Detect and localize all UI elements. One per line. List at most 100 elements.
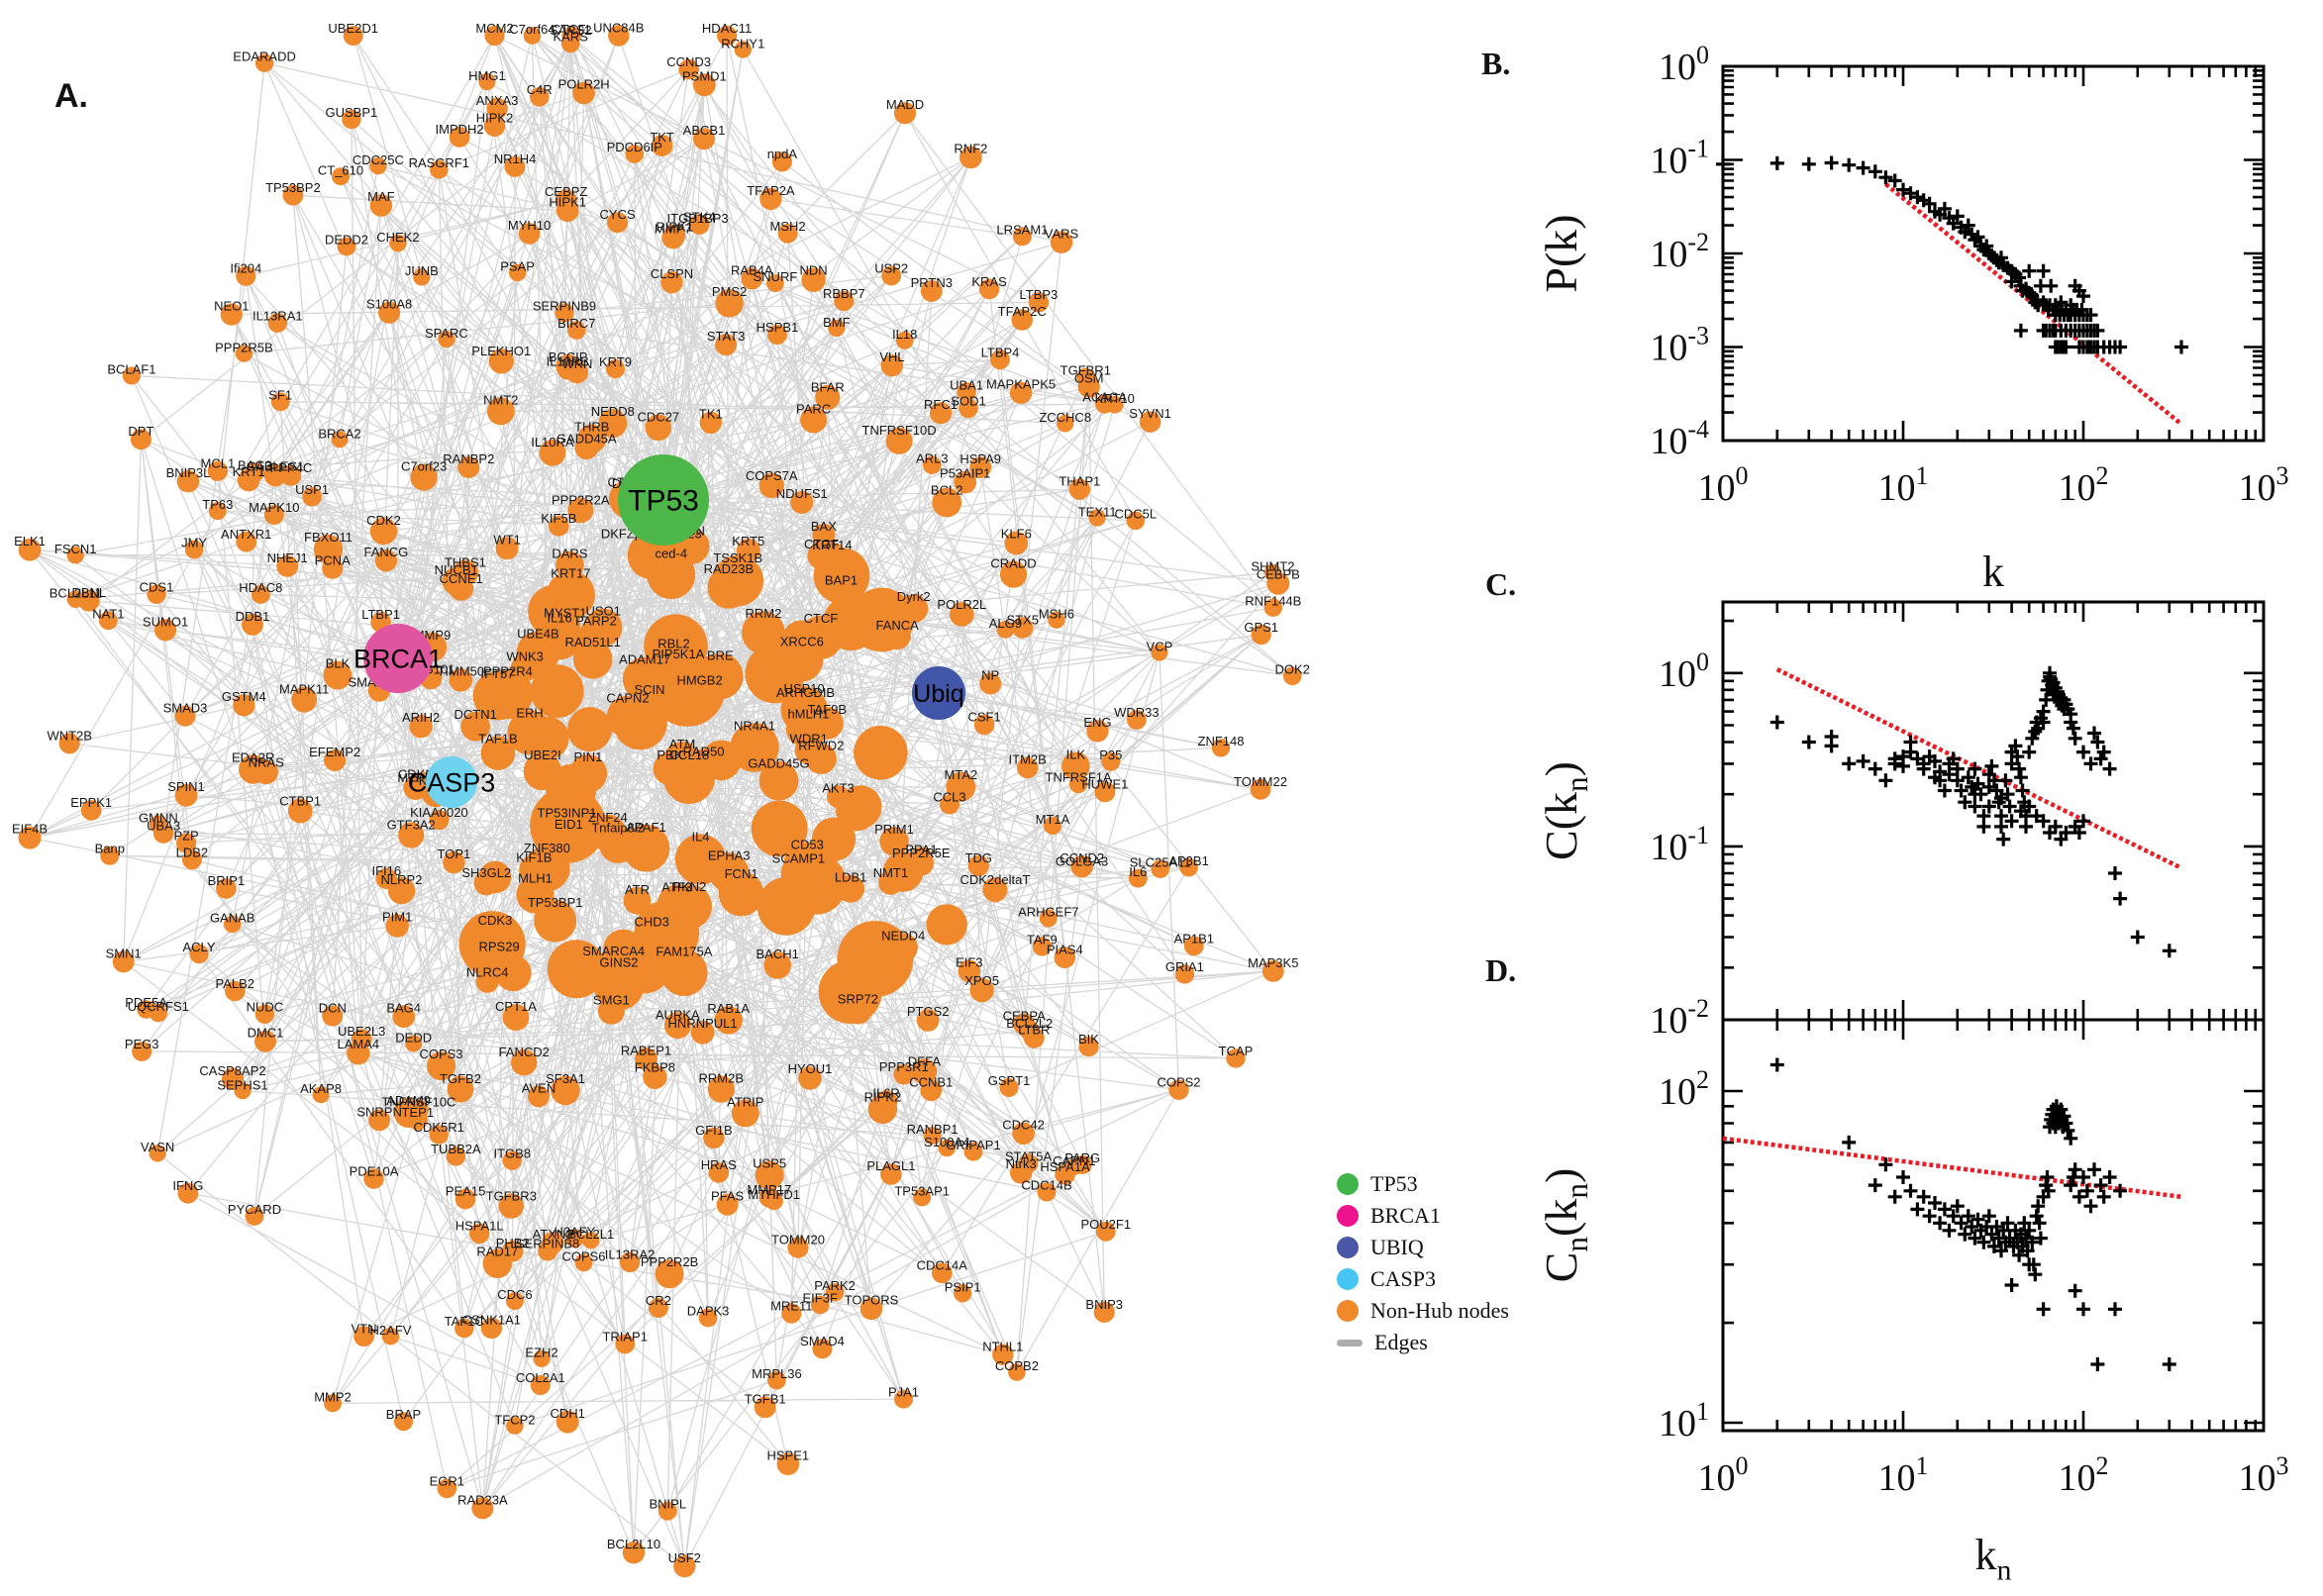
svg-text:GSTM4: GSTM4 xyxy=(222,689,266,704)
svg-text:PPA1: PPA1 xyxy=(905,842,937,856)
svg-text:PSIP1: PSIP1 xyxy=(945,1279,981,1294)
svg-text:THBS1: THBS1 xyxy=(445,555,486,570)
svg-text:hMLH1: hMLH1 xyxy=(787,706,829,721)
hub-node-tp53: TP53 xyxy=(618,454,709,546)
svg-text:SLC25A11: SLC25A11 xyxy=(1130,854,1191,869)
svg-text:EIF3: EIF3 xyxy=(956,955,982,970)
svg-text:CDC42: CDC42 xyxy=(1002,1118,1045,1133)
svg-text:NEO1: NEO1 xyxy=(214,299,249,314)
svg-text:ATM: ATM xyxy=(669,737,695,751)
svg-text:SMN1: SMN1 xyxy=(106,946,142,960)
svg-text:NEDD4: NEDD4 xyxy=(881,928,925,943)
casp3-swatch-icon xyxy=(1337,1268,1359,1290)
svg-text:GMNN: GMNN xyxy=(139,810,178,825)
panel-label-b: B. xyxy=(1481,46,1511,81)
svg-text:UBE4B: UBE4B xyxy=(517,627,559,642)
svg-text:TP63: TP63 xyxy=(202,497,233,512)
svg-text:FANCA: FANCA xyxy=(876,618,920,633)
svg-text:XPO5: XPO5 xyxy=(964,973,999,988)
scatter-points-d xyxy=(1769,1057,2176,1371)
svg-text:COPS6: COPS6 xyxy=(561,1248,605,1263)
svg-text:AKT3: AKT3 xyxy=(822,780,855,795)
svg-text:RFWD2: RFWD2 xyxy=(798,739,844,753)
svg-text:UQCRFS1: UQCRFS1 xyxy=(128,999,189,1014)
svg-text:WNT2B: WNT2B xyxy=(47,728,92,743)
svg-text:RAD51L1: RAD51L1 xyxy=(565,635,621,649)
svg-text:LTBP4: LTBP4 xyxy=(981,345,1020,359)
svg-text:TFAP2A: TFAP2A xyxy=(747,183,795,198)
svg-text:P53AIP1: P53AIP1 xyxy=(940,466,990,481)
svg-text:Tnfaip8l2: Tnfaip8l2 xyxy=(591,821,644,836)
svg-text:TOMM20: TOMM20 xyxy=(771,1233,825,1247)
svg-text:102: 102 xyxy=(2059,1451,2109,1499)
svg-text:WDR33: WDR33 xyxy=(1114,705,1160,720)
svg-text:PPP2R2B: PPP2R2B xyxy=(641,1254,699,1269)
legend-label: Edges xyxy=(1374,1330,1428,1354)
svg-text:GRIPAP1: GRIPAP1 xyxy=(946,1138,1000,1152)
svg-text:COPS3: COPS3 xyxy=(419,1047,462,1061)
svg-text:TP53: TP53 xyxy=(628,485,699,518)
network-panel: ZNF24 USF2 BCCIP WDR33 POLR2H POLR2L NAT1 TAF9 W… xyxy=(12,20,1310,1578)
svg-text:EDARADD: EDARADD xyxy=(233,50,296,64)
svg-text:MAPKAPK5: MAPKAPK5 xyxy=(986,377,1056,392)
svg-text:CCL3: CCL3 xyxy=(933,789,965,804)
svg-text:BCL2L2: BCL2L2 xyxy=(1006,1016,1053,1031)
svg-text:100: 100 xyxy=(1698,1451,1749,1499)
plot-panel-d: 102 101 100 101 102 103 Cn(kn) kn xyxy=(1536,1018,2289,1587)
svg-text:SHMT2: SHMT2 xyxy=(1251,559,1294,574)
svg-text:TAF9: TAF9 xyxy=(1027,932,1058,947)
svg-text:RAD17: RAD17 xyxy=(476,1245,518,1259)
svg-text:BAG3: BAG3 xyxy=(238,457,272,472)
svg-text:DBNL: DBNL xyxy=(71,585,106,600)
svg-text:DCTN1: DCTN1 xyxy=(454,707,497,722)
svg-text:BIRC7: BIRC7 xyxy=(557,316,595,331)
svg-text:BRAP: BRAP xyxy=(386,1407,421,1422)
svg-text:POLR2H: POLR2H xyxy=(558,77,610,92)
svg-text:103: 103 xyxy=(2239,461,2289,509)
svg-text:UBE2D1: UBE2D1 xyxy=(328,21,378,36)
svg-text:DPT: DPT xyxy=(128,424,153,439)
svg-text:BRE: BRE xyxy=(707,648,734,663)
svg-text:HIPK2: HIPK2 xyxy=(476,111,514,126)
svg-text:TP53BP1: TP53BP1 xyxy=(528,895,583,910)
svg-text:103: 103 xyxy=(2239,1451,2289,1499)
network-node-labels: ZNF24 USF2 BCCIP WDR33 POLR2H POLR2L NAT1 TAF9 W… xyxy=(12,20,1310,1565)
svg-text:MSH6: MSH6 xyxy=(1039,607,1074,622)
svg-text:LTBP3: LTBP3 xyxy=(1020,287,1059,302)
tp53-swatch-icon xyxy=(1337,1173,1359,1195)
svg-text:UBE2L3: UBE2L3 xyxy=(338,1024,385,1039)
svg-text:PPP2R2A: PPP2R2A xyxy=(552,493,610,508)
svg-text:MCL1: MCL1 xyxy=(201,456,236,471)
svg-text:MRPL36: MRPL36 xyxy=(752,1366,802,1381)
svg-text:10-1: 10-1 xyxy=(1650,135,1709,182)
svg-text:WDR1: WDR1 xyxy=(790,732,828,747)
svg-text:NLRP2: NLRP2 xyxy=(381,872,423,887)
svg-text:RRM2B: RRM2B xyxy=(699,1071,745,1086)
svg-text:CAPN2: CAPN2 xyxy=(606,691,649,706)
svg-text:C7orf23: C7orf23 xyxy=(401,459,447,474)
svg-text:RPS29: RPS29 xyxy=(478,939,519,953)
svg-text:TFCP2: TFCP2 xyxy=(494,1412,535,1427)
svg-text:HMG1: HMG1 xyxy=(468,68,506,83)
svg-text:USP5: USP5 xyxy=(753,1156,786,1171)
svg-text:RAB4A: RAB4A xyxy=(731,263,773,278)
svg-text:TSSK1B: TSSK1B xyxy=(713,550,762,565)
svg-text:TKT: TKT xyxy=(650,130,674,145)
svg-text:ITGB1BP3: ITGB1BP3 xyxy=(667,211,729,226)
svg-text:CYCS: CYCS xyxy=(600,207,636,222)
svg-text:HSPA1L: HSPA1L xyxy=(455,1219,504,1234)
svg-text:CD53: CD53 xyxy=(791,838,824,852)
svg-text:MMP17: MMP17 xyxy=(747,1182,791,1197)
svg-text:ACACA: ACACA xyxy=(1082,389,1127,404)
svg-text:MTHFD1: MTHFD1 xyxy=(748,1187,800,1202)
svg-text:10-3: 10-3 xyxy=(1650,322,1709,369)
svg-text:P(k): P(k) xyxy=(1536,214,1586,292)
svg-text:ARHGDIB: ARHGDIB xyxy=(776,685,835,700)
svg-text:SPIN1: SPIN1 xyxy=(167,779,205,794)
svg-text:TCAP: TCAP xyxy=(1219,1044,1254,1058)
svg-text:ARIH2: ARIH2 xyxy=(402,710,440,725)
svg-text:CABLES1: CABLES1 xyxy=(247,459,305,474)
svg-text:KRT17: KRT17 xyxy=(551,566,590,581)
legend-item-casp3: CASP3 xyxy=(1337,1263,1509,1295)
svg-text:ANTXR1: ANTXR1 xyxy=(221,527,271,542)
